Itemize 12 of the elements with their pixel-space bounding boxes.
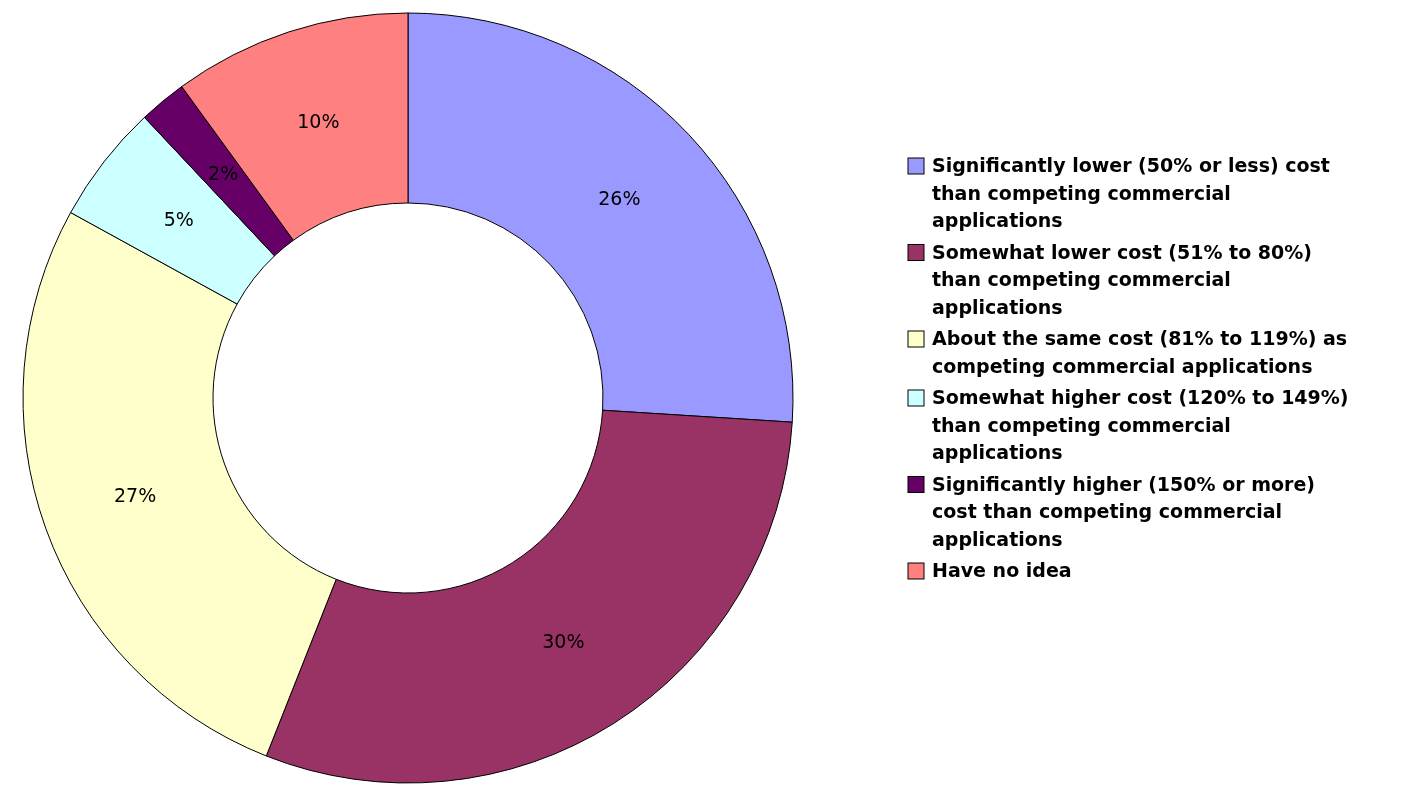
legend-label: Significantly lower (50% or less) cost than competing commercial applications — [932, 153, 1330, 231]
data-label: 10% — [297, 109, 340, 132]
legend-label: Somewhat lower cost (51% to 80%) than competing commercial applications — [932, 240, 1313, 317]
data-label: 2% — [208, 162, 239, 185]
legend-label: Significantly higher (150% or more) cost than competing commercial applications — [932, 472, 1315, 549]
data-label: 26% — [598, 186, 641, 209]
data-label: 27% — [114, 483, 157, 506]
legend-label: Have no idea — [932, 558, 1072, 581]
data-label: 5% — [163, 207, 194, 230]
data-label: 30% — [542, 630, 585, 653]
legend-label: Somewhat higher cost (120% to 149%) than competing commercial applications — [932, 385, 1349, 463]
legend-label: About the same cost (81% to 119%) as competing commercial applications — [932, 326, 1348, 376]
